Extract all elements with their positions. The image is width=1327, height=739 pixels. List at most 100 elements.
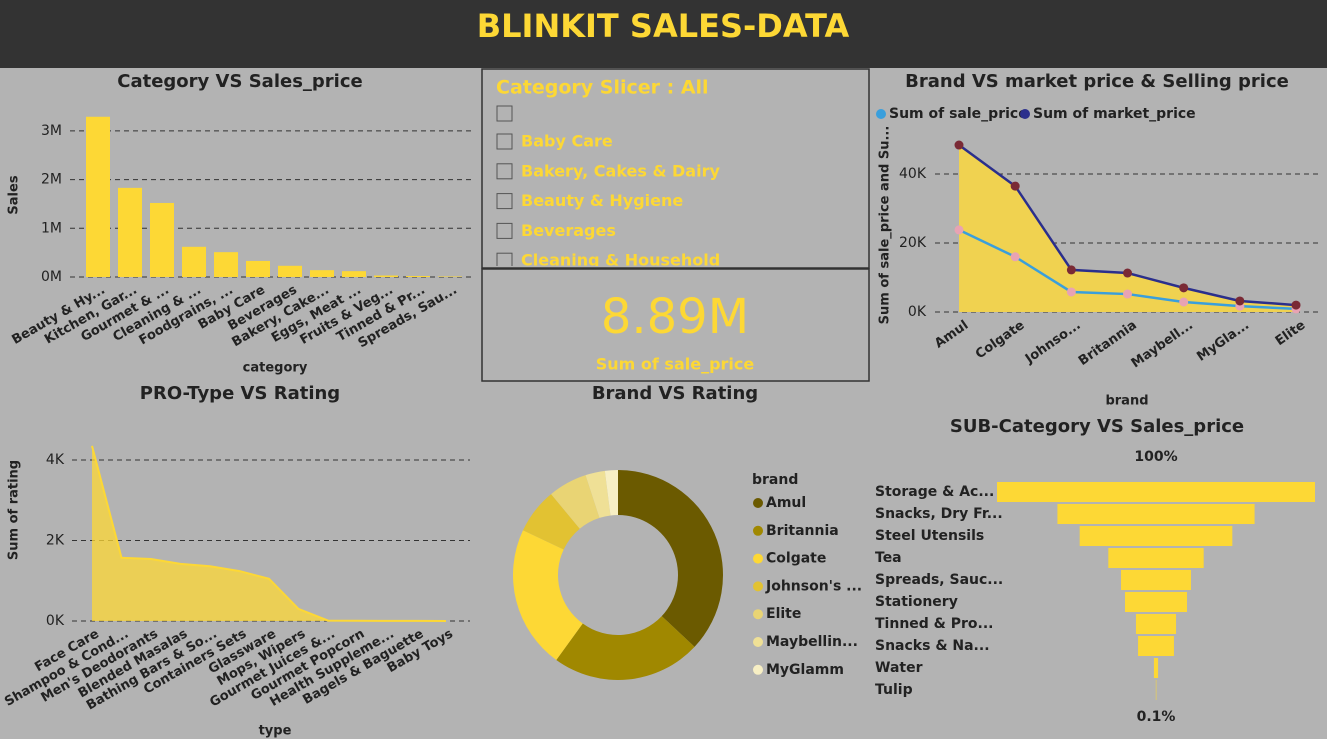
funnel-bar [1155,680,1157,700]
bar [182,246,206,277]
bar [246,260,270,277]
legend-marker [753,498,763,508]
funnel-bar [1121,570,1191,590]
slicer-item[interactable]: Beauty & Hygiene [521,191,683,210]
checkbox[interactable] [496,222,513,239]
funnel-bar [997,482,1315,502]
legend-marker [1020,109,1030,119]
point [1066,265,1076,275]
funnel-label: Steel Utensils [875,528,984,544]
bar [342,271,366,277]
y-axis-title: Sum of rating [7,460,22,560]
page-title: BLINKIT SALES-DATA [477,7,850,45]
header-bar [0,0,1327,68]
legend-label: Britannia [766,523,839,539]
legend-marker [753,581,763,592]
funnel-label: Tulip [875,682,913,698]
y-tick-label: 40K [899,166,927,182]
funnel-label: Snacks, Dry Fr... [875,506,1003,522]
area-fill [92,445,446,621]
checkbox[interactable] [496,105,513,122]
funnel-label: Tea [875,550,902,566]
point [1123,268,1133,278]
checkbox[interactable] [496,252,513,268]
bar [374,275,398,277]
funnel-bar [1079,526,1233,546]
point [1235,296,1245,306]
bar [86,116,110,277]
chart-title: Category VS Sales_price [117,71,362,92]
value-label: 100% [1134,449,1177,465]
chart-title: PRO-Type VS Rating [140,383,340,404]
point [1010,252,1020,262]
checkbox[interactable] [496,133,513,150]
point [1123,289,1133,299]
y-axis-title: Sum of sale_price and Su... [878,126,893,325]
y-tick-label: 0M [41,269,62,285]
bar [278,265,302,277]
legend-marker [753,609,763,620]
y-tick-label: 1M [41,220,62,236]
chart-title: SUB-Category VS Sales_price [950,416,1244,437]
donut-slice [556,616,695,680]
legend-label: Johnson's ... [765,578,862,594]
slicer-box [481,68,870,269]
donut-slice [618,470,724,647]
point [954,225,964,235]
legend-label: Colgate [766,551,826,567]
y-axis-title: Sales [7,175,22,214]
y-tick-label: 4K [46,452,65,468]
point [954,140,964,150]
funnel-bar [1135,614,1177,634]
bar [310,270,334,277]
funnel-bar [1057,504,1255,524]
legend-marker [753,637,763,647]
area-fill [959,145,1297,312]
donut-slice [522,494,580,550]
legend-label: Amul [766,495,806,511]
y-tick-label: 0K [46,613,65,629]
y-tick-label: 20K [899,235,927,251]
point [1179,283,1189,293]
x-axis-title: category [243,361,308,376]
slicer-item[interactable]: Baby Care [521,132,613,151]
point [1010,181,1020,191]
line [91,445,447,622]
bar [214,252,238,277]
chart-title: Brand VS Rating [592,383,758,404]
y-tick-label: 2M [41,172,62,188]
donut-slice [585,470,611,518]
slicer-item[interactable]: Beverages [521,221,616,240]
donut-slice [512,530,583,660]
slicer-title: Category Slicer : All [496,77,709,99]
chart-title: Brand VS market price & Selling price [905,71,1289,92]
y-tick-label: 0K [908,304,927,320]
funnel-bar [1108,548,1204,568]
card-box [481,268,870,382]
funnel-bar [1124,592,1188,612]
funnel-label: Water [875,660,923,676]
checkbox[interactable] [496,193,513,210]
legend-marker [753,664,763,675]
slicer-item[interactable]: Bakery, Cakes & Dairy [521,161,720,180]
point [1179,297,1189,307]
checkbox[interactable] [496,163,513,180]
funnel-bar [1153,658,1159,678]
legend-marker [876,109,886,119]
legend-label: MyGlamm [766,662,844,678]
funnel-label: Tinned & Pro... [875,616,994,632]
slicer-item[interactable]: Cleaning & Household [521,251,720,270]
card-value: 8.89M [601,289,749,345]
value-label: 0.1% [1137,709,1176,725]
bar [406,276,430,277]
y-tick-label: 3M [41,123,62,139]
funnel-label: Stationery [875,594,958,610]
legend-label: Sum of market_price [1033,106,1196,122]
legend-marker [753,525,763,536]
point [1291,300,1301,310]
legend-marker [753,553,763,564]
donut-slice [604,470,618,516]
legend-label: Sum of sale_price [889,106,1028,122]
donut-slice [551,475,600,529]
